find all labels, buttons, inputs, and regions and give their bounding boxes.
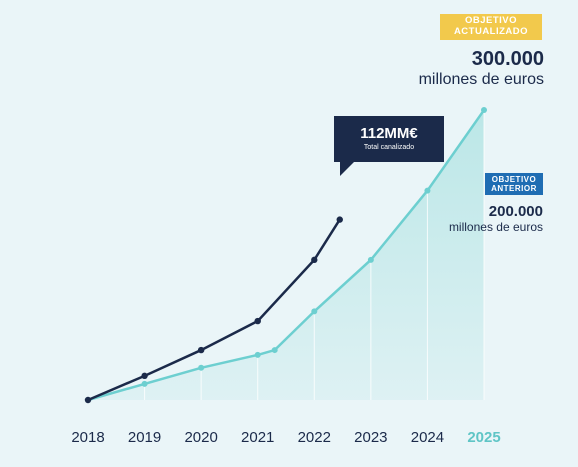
x-tick-label: 2022 xyxy=(298,429,331,446)
total-point xyxy=(336,216,343,223)
updated-target-badge: OBJETIVO ACTUALIZADO xyxy=(440,14,542,40)
x-tick-label: 2025 xyxy=(467,429,500,446)
updated-target-unit: millones de euros xyxy=(418,71,544,88)
target-point xyxy=(271,347,278,354)
target-area xyxy=(88,110,484,401)
x-tick-label: 2020 xyxy=(184,429,217,446)
previous-target-value: 200.000 xyxy=(488,203,543,220)
total-point xyxy=(254,317,261,325)
total-point xyxy=(311,256,318,264)
total-point xyxy=(84,396,92,404)
previous-target-unit: millones de euros xyxy=(448,220,543,234)
callout-value: 112MM€ xyxy=(360,125,418,142)
callout-label: Total canalizado xyxy=(363,144,415,151)
total-callout: 112MM€ Total canalizado xyxy=(334,116,444,162)
x-tick-label: 2018 xyxy=(71,429,104,446)
updated-target-value: 300.000 xyxy=(471,48,544,70)
target-point xyxy=(254,351,261,358)
target-point xyxy=(198,364,205,371)
total-point xyxy=(141,372,148,380)
target-point xyxy=(367,256,374,263)
target-point xyxy=(311,308,318,315)
total-point xyxy=(197,346,205,354)
callout-pointer xyxy=(340,162,354,176)
target-point xyxy=(141,380,148,387)
previous-target-badge: OBJETIVO ANTERIOR xyxy=(485,173,543,196)
x-tick-label: 2021 xyxy=(241,429,274,446)
total-line xyxy=(87,218,341,402)
x-tick-label: 2024 xyxy=(411,429,444,446)
target-point xyxy=(424,187,431,194)
x-tick-label: 2023 xyxy=(354,429,387,446)
target-point xyxy=(481,107,487,114)
x-tick-label: 2019 xyxy=(128,429,161,446)
